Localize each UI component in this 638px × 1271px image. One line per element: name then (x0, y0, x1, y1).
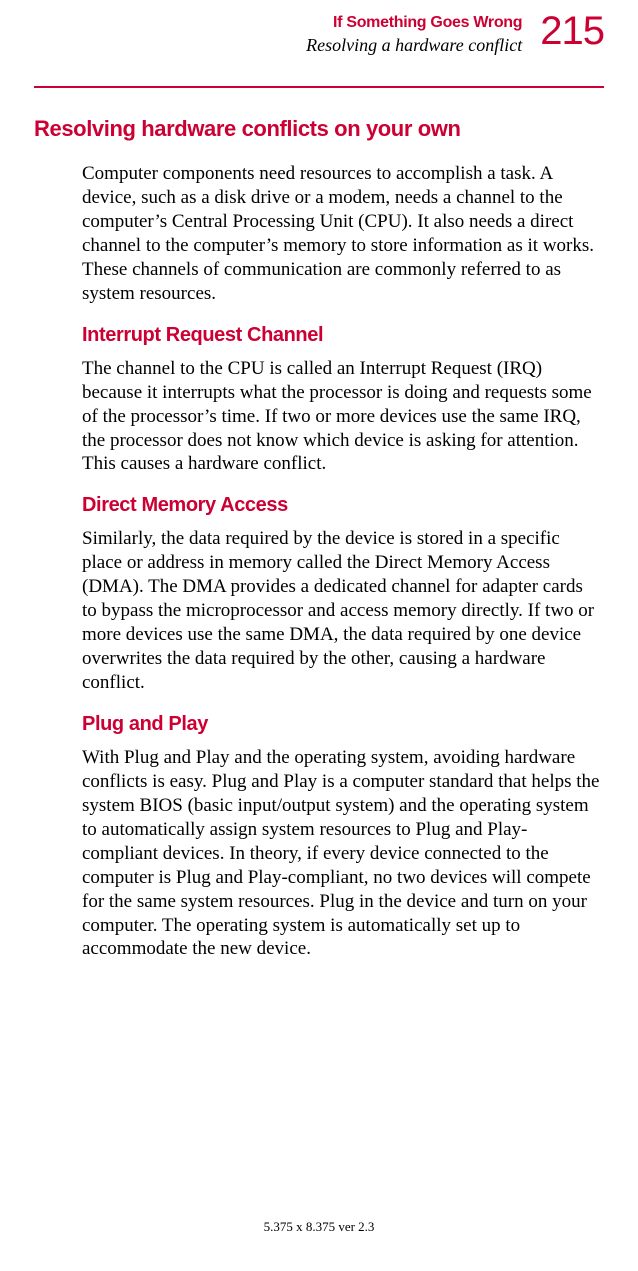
footer-text: 5.375 x 8.375 ver 2.3 (0, 1219, 638, 1235)
pnp-heading: Plug and Play (82, 713, 604, 736)
head-section: Resolving a hardware conflict (306, 34, 522, 57)
irq-paragraph: The channel to the CPU is called an Inte… (82, 357, 604, 477)
dma-heading: Direct Memory Access (82, 494, 604, 517)
page: If Something Goes Wrong Resolving a hard… (0, 0, 638, 1271)
head-chapter: If Something Goes Wrong (306, 14, 522, 32)
page-number: 215 (540, 12, 604, 50)
irq-heading: Interrupt Request Channel (82, 324, 604, 347)
running-head: If Something Goes Wrong Resolving a hard… (34, 14, 604, 86)
main-heading: Resolving hardware conflicts on your own (34, 116, 604, 142)
pnp-paragraph: With Plug and Play and the operating sys… (82, 746, 604, 961)
head-text-block: If Something Goes Wrong Resolving a hard… (306, 14, 522, 56)
intro-paragraph: Computer components need resources to ac… (82, 162, 604, 306)
content-area: Resolving hardware conflicts on your own… (34, 88, 604, 961)
dma-paragraph: Similarly, the data required by the devi… (82, 527, 604, 695)
